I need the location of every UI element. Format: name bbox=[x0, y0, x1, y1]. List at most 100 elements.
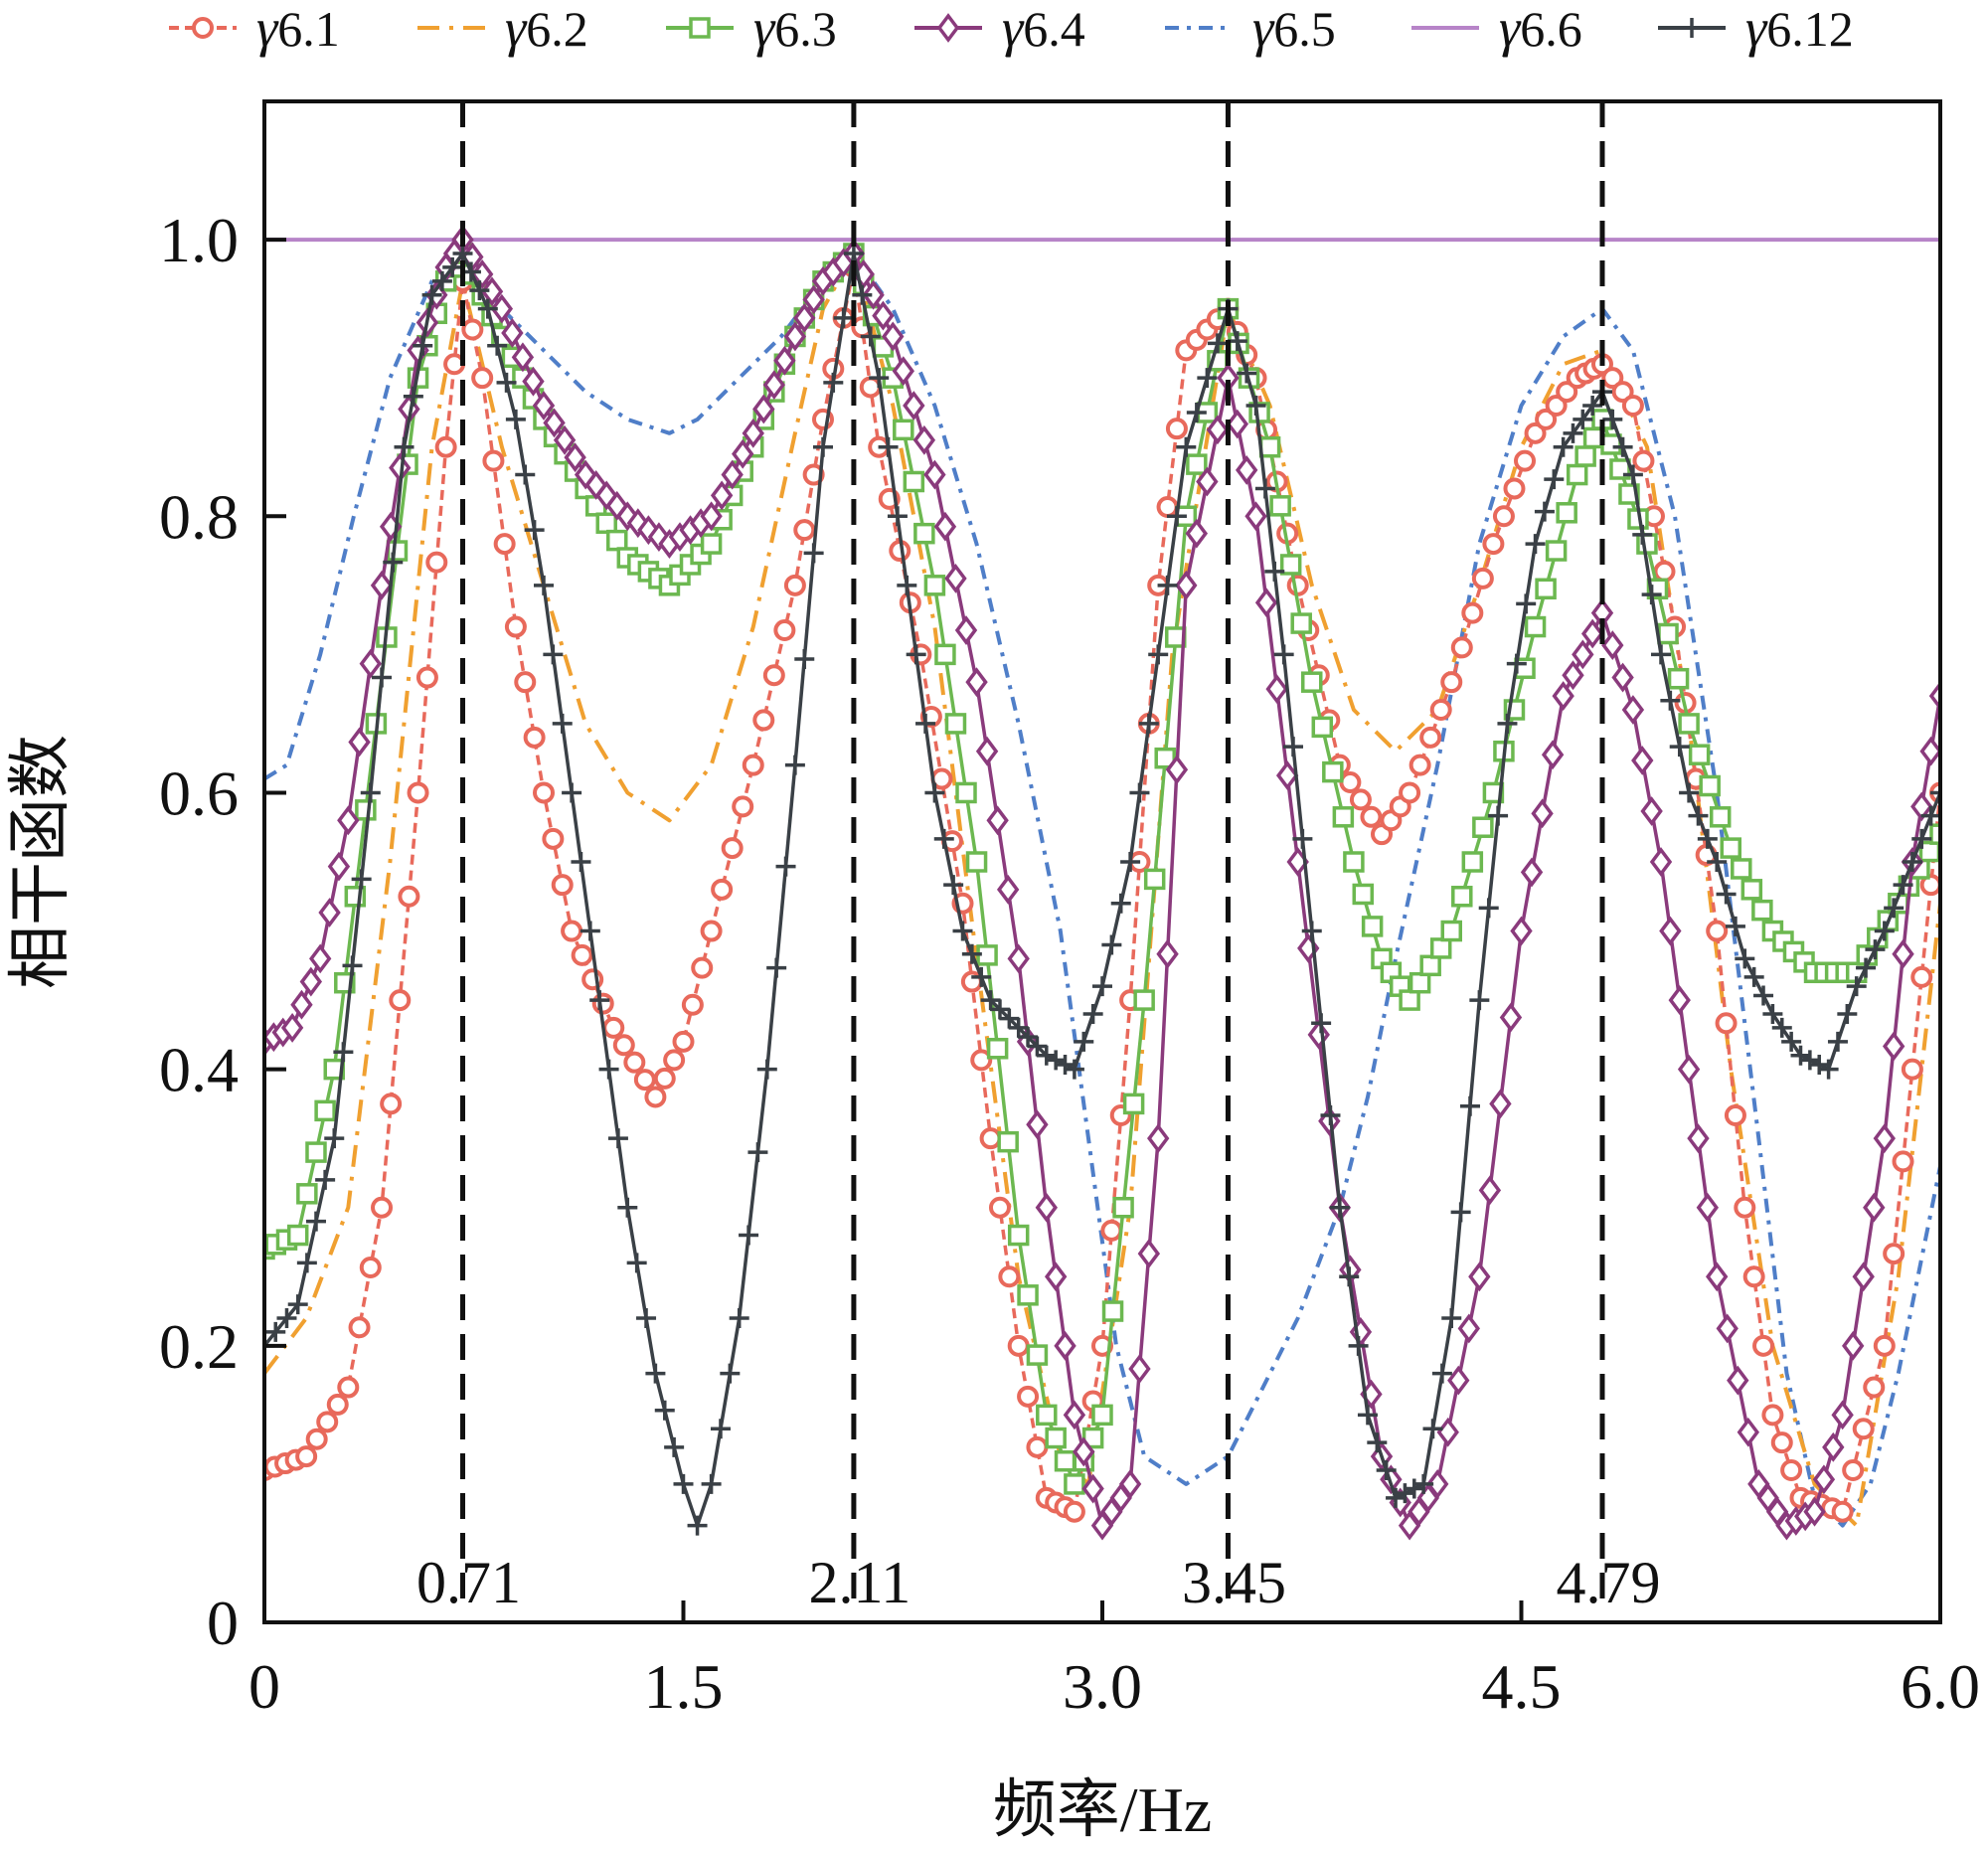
data-point bbox=[742, 754, 764, 776]
data-point bbox=[897, 575, 917, 595]
data-point bbox=[915, 713, 936, 734]
data-point bbox=[1524, 615, 1547, 638]
data-point bbox=[996, 874, 1020, 905]
data-point bbox=[480, 276, 504, 307]
x-tick-label: 3.0 bbox=[1063, 1651, 1142, 1722]
data-point bbox=[1831, 1500, 1854, 1523]
data-point bbox=[1761, 1404, 1784, 1427]
data-point bbox=[1175, 570, 1198, 600]
data-point bbox=[721, 459, 744, 490]
data-point bbox=[425, 551, 448, 574]
data-point bbox=[533, 781, 555, 804]
data-point bbox=[784, 755, 805, 775]
y-tick-label: 0 bbox=[207, 1588, 239, 1658]
data-point bbox=[1600, 433, 1622, 455]
data-point bbox=[1580, 618, 1604, 649]
axes: 0 1.5 3.0 4.5 6.0 0 0.2 0.4 0.6 0.8 1.0 bbox=[159, 205, 1980, 1722]
data-point bbox=[1413, 1473, 1434, 1494]
data-point bbox=[943, 875, 964, 896]
data-point bbox=[672, 1030, 695, 1053]
data-point bbox=[1118, 1468, 1142, 1499]
data-point bbox=[355, 799, 377, 821]
data-point bbox=[1064, 1473, 1085, 1495]
data-point bbox=[1367, 1432, 1388, 1453]
data-point bbox=[415, 666, 438, 689]
data-point bbox=[305, 1141, 327, 1163]
data-point bbox=[1154, 747, 1176, 769]
data-point bbox=[1552, 681, 1574, 712]
data-point bbox=[1928, 681, 1940, 712]
data-point bbox=[1541, 740, 1565, 770]
data-point bbox=[913, 522, 935, 545]
data-point bbox=[1715, 1012, 1738, 1035]
data-point bbox=[975, 736, 999, 766]
legend-item-6.6: γ6.6 bbox=[1411, 0, 1582, 58]
data-point bbox=[1100, 1219, 1123, 1242]
data-point bbox=[859, 376, 882, 399]
data-point bbox=[1129, 782, 1150, 803]
data-point bbox=[1531, 798, 1554, 829]
data-point bbox=[1563, 422, 1583, 443]
data-point bbox=[762, 370, 786, 401]
data-point bbox=[305, 1428, 328, 1450]
data-point bbox=[1468, 1261, 1491, 1292]
data-point bbox=[524, 520, 545, 541]
data-point bbox=[1307, 1019, 1330, 1050]
data-point bbox=[700, 533, 723, 555]
data-point bbox=[979, 1127, 1002, 1150]
data-point bbox=[952, 921, 973, 941]
y-tick-label: 0.8 bbox=[159, 481, 239, 552]
data-point bbox=[1101, 1300, 1124, 1322]
reference-line-label: 4.79 bbox=[1556, 1550, 1660, 1615]
data-point bbox=[986, 805, 1009, 836]
data-point bbox=[773, 345, 796, 376]
data-point bbox=[691, 956, 714, 979]
data-point bbox=[1582, 396, 1603, 416]
data-point bbox=[543, 644, 564, 665]
data-point bbox=[1781, 1031, 1802, 1052]
data-point bbox=[1376, 1460, 1397, 1480]
data-point bbox=[1762, 1004, 1783, 1024]
data-point bbox=[1863, 1376, 1886, 1399]
data-point bbox=[934, 643, 956, 666]
y-tick-label: 1.0 bbox=[159, 205, 239, 275]
data-point bbox=[1426, 1468, 1449, 1499]
data-point bbox=[1419, 954, 1441, 977]
data-point bbox=[1716, 884, 1737, 905]
data-point bbox=[1275, 760, 1299, 790]
data-point bbox=[924, 782, 945, 803]
data-point bbox=[1822, 1431, 1845, 1462]
data-point bbox=[633, 1069, 656, 1092]
data-point bbox=[729, 1308, 749, 1328]
data-point bbox=[511, 342, 535, 373]
data-point bbox=[1919, 736, 1940, 766]
data-point bbox=[1641, 585, 1662, 605]
data-point bbox=[955, 781, 977, 804]
data-point bbox=[295, 1445, 318, 1468]
data-point bbox=[1419, 726, 1442, 749]
data-point bbox=[1457, 1313, 1480, 1344]
data-point bbox=[1687, 1123, 1710, 1154]
data-point bbox=[1920, 805, 1940, 826]
data-point bbox=[626, 1253, 647, 1273]
data-point bbox=[1081, 1473, 1104, 1504]
data-point bbox=[1735, 948, 1755, 969]
data-point bbox=[1516, 593, 1537, 614]
data-point bbox=[1007, 1334, 1030, 1357]
y-axis-title: 相干函数 bbox=[5, 735, 76, 989]
legend-item-6.2: γ6.2 bbox=[417, 0, 588, 58]
data-point bbox=[802, 284, 825, 315]
data-point bbox=[564, 442, 586, 473]
data-point bbox=[1743, 966, 1764, 987]
legend-label: γ6.2 bbox=[505, 0, 588, 58]
data-point bbox=[1063, 1500, 1085, 1523]
data-point bbox=[936, 13, 960, 43]
data-point bbox=[1742, 1265, 1765, 1288]
series-6.1 bbox=[264, 255, 1940, 1523]
data-point bbox=[1064, 1059, 1084, 1080]
data-point bbox=[1803, 1496, 1826, 1527]
data-point bbox=[766, 957, 787, 978]
data-point bbox=[1545, 540, 1568, 562]
data-point bbox=[591, 992, 614, 1015]
series-line bbox=[264, 252, 1940, 1528]
